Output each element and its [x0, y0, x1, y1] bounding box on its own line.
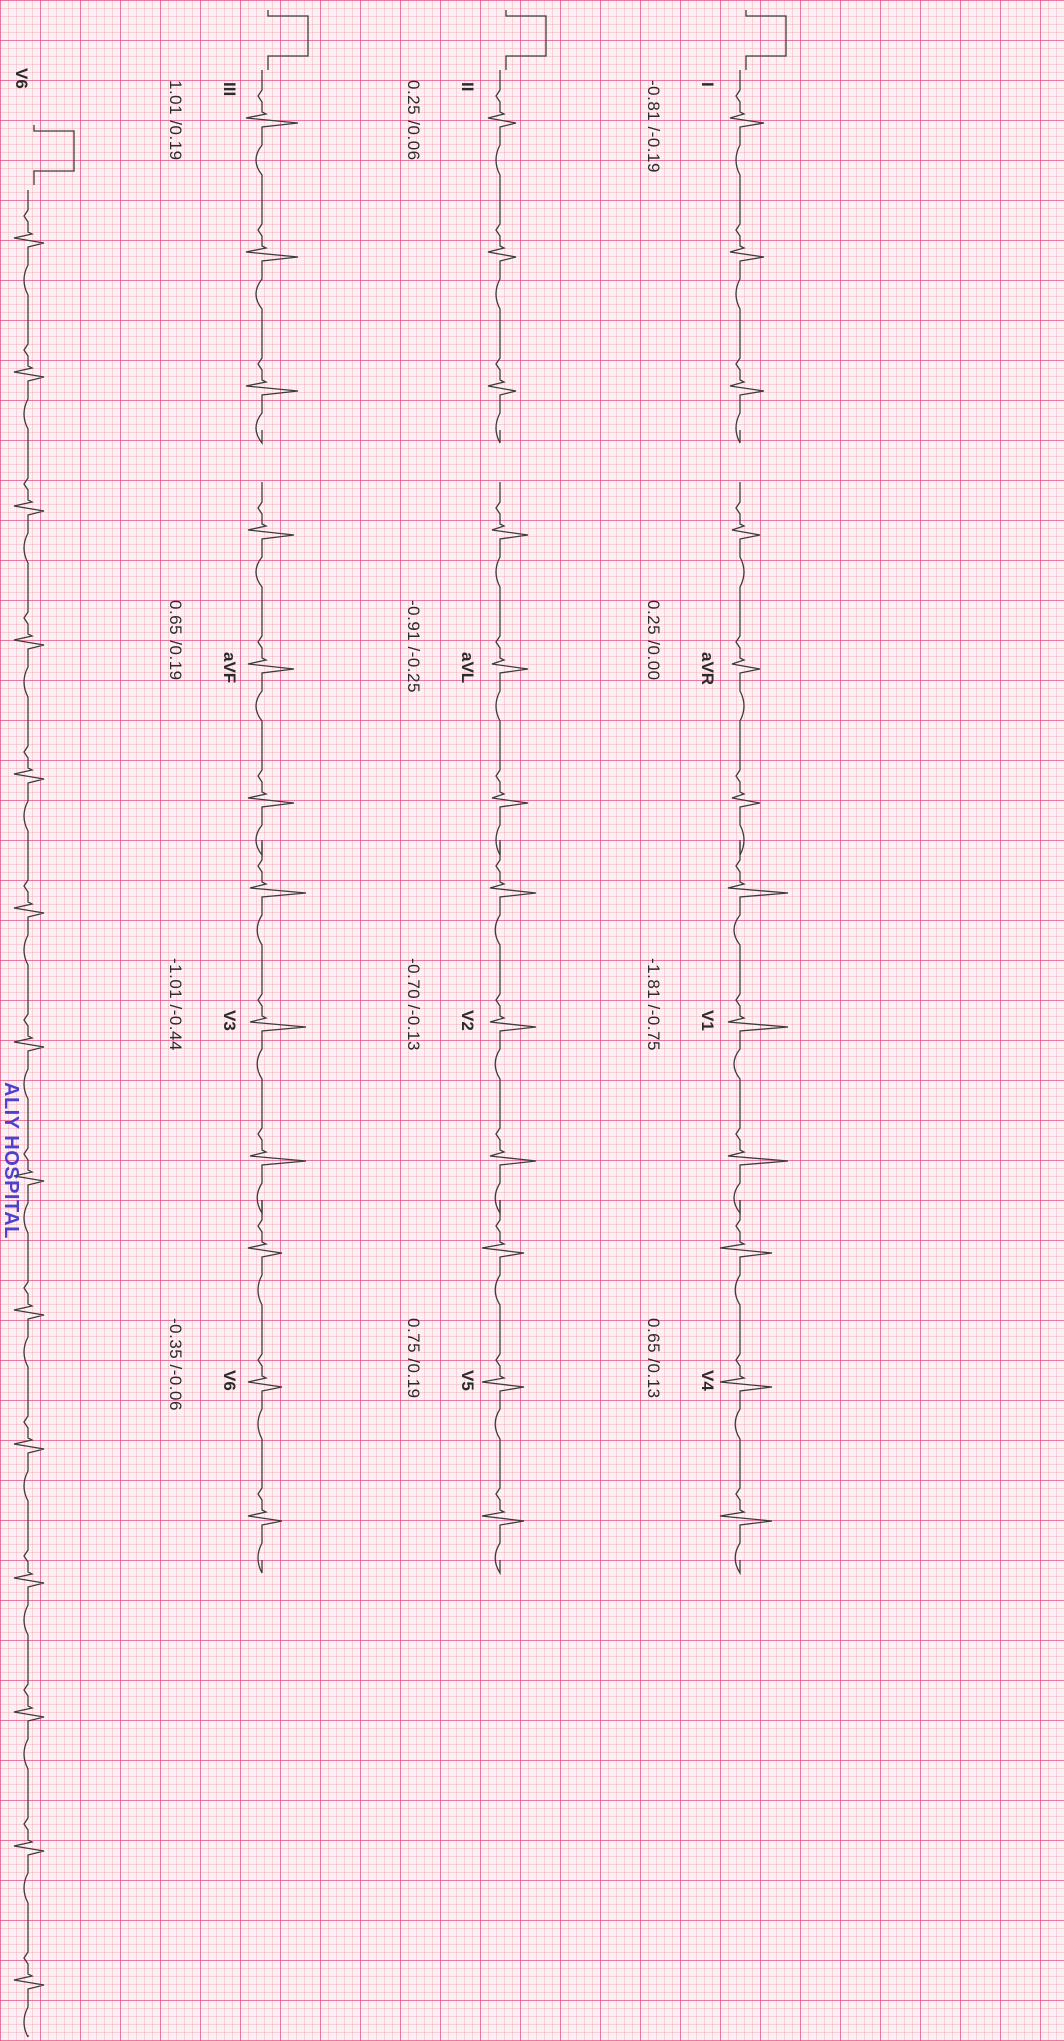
ecg-trace-v6 — [247, 1200, 283, 1574]
lead-label-avr: aVR — [698, 652, 717, 686]
lead-measurement-v5: 0.75 /0.19 — [404, 1318, 423, 1399]
ecg-trace-v3 — [249, 840, 307, 1216]
calibration-pulse — [33, 125, 75, 185]
calibration-pulse — [505, 10, 547, 70]
lead-measurement-iii: 1.01 /0.19 — [166, 80, 185, 161]
ecg-trace-ii — [487, 70, 517, 444]
ecg-trace-v6-rhythm — [13, 190, 45, 2038]
ecg-trace-avf — [247, 482, 295, 857]
lead-measurement-v2: -0.70 /-0.13 — [404, 958, 423, 1051]
lead-label-v3: V3 — [220, 1010, 239, 1031]
lead-measurement-ii: 0.25 /0.06 — [404, 80, 423, 161]
calibration-pulse — [745, 10, 787, 70]
ecg-trace-v4 — [719, 1200, 773, 1576]
lead-label-i: I — [698, 82, 717, 87]
hospital-stamp: ALIY HOSPITAL — [0, 1082, 22, 1239]
lead-measurement-v6: -0.35 /-0.06 — [166, 1318, 185, 1411]
lead-measurement-v1: -1.81 /-0.75 — [644, 958, 663, 1051]
lead-label-iii: III — [220, 82, 239, 97]
ecg-trace-iii — [245, 70, 299, 445]
lead-label-avl: aVL — [458, 652, 477, 684]
ecg-trace-v5 — [481, 1200, 525, 1576]
lead-label-ii: II — [458, 82, 477, 92]
ecg-trace-v1 — [727, 840, 789, 1215]
lead-measurement-v3: -1.01 /-0.44 — [166, 958, 185, 1051]
ecg-trace-avl — [491, 482, 529, 856]
lead-label-v6: V6 — [12, 68, 31, 89]
lead-label-v5: V5 — [458, 1370, 477, 1391]
lead-label-v4: V4 — [698, 1370, 717, 1391]
ecg-trace-v2 — [489, 840, 537, 1216]
lead-label-v2: V2 — [458, 1010, 477, 1031]
ecg-trace-avr — [731, 482, 761, 856]
lead-measurement-avl: -0.91 /-0.25 — [404, 600, 423, 693]
lead-label-v1: V1 — [698, 1010, 717, 1031]
lead-label-avf: aVF — [220, 652, 239, 684]
lead-label-v6: V6 — [220, 1370, 239, 1391]
ecg-trace-i — [729, 70, 765, 444]
lead-measurement-avf: 0.65 /0.19 — [166, 600, 185, 681]
lead-measurement-v4: 0.65 /0.13 — [644, 1318, 663, 1399]
lead-measurement-i: -0.81 /-0.19 — [644, 80, 663, 173]
lead-measurement-avr: 0.25 /0.00 — [644, 600, 663, 681]
calibration-pulse — [267, 10, 309, 70]
